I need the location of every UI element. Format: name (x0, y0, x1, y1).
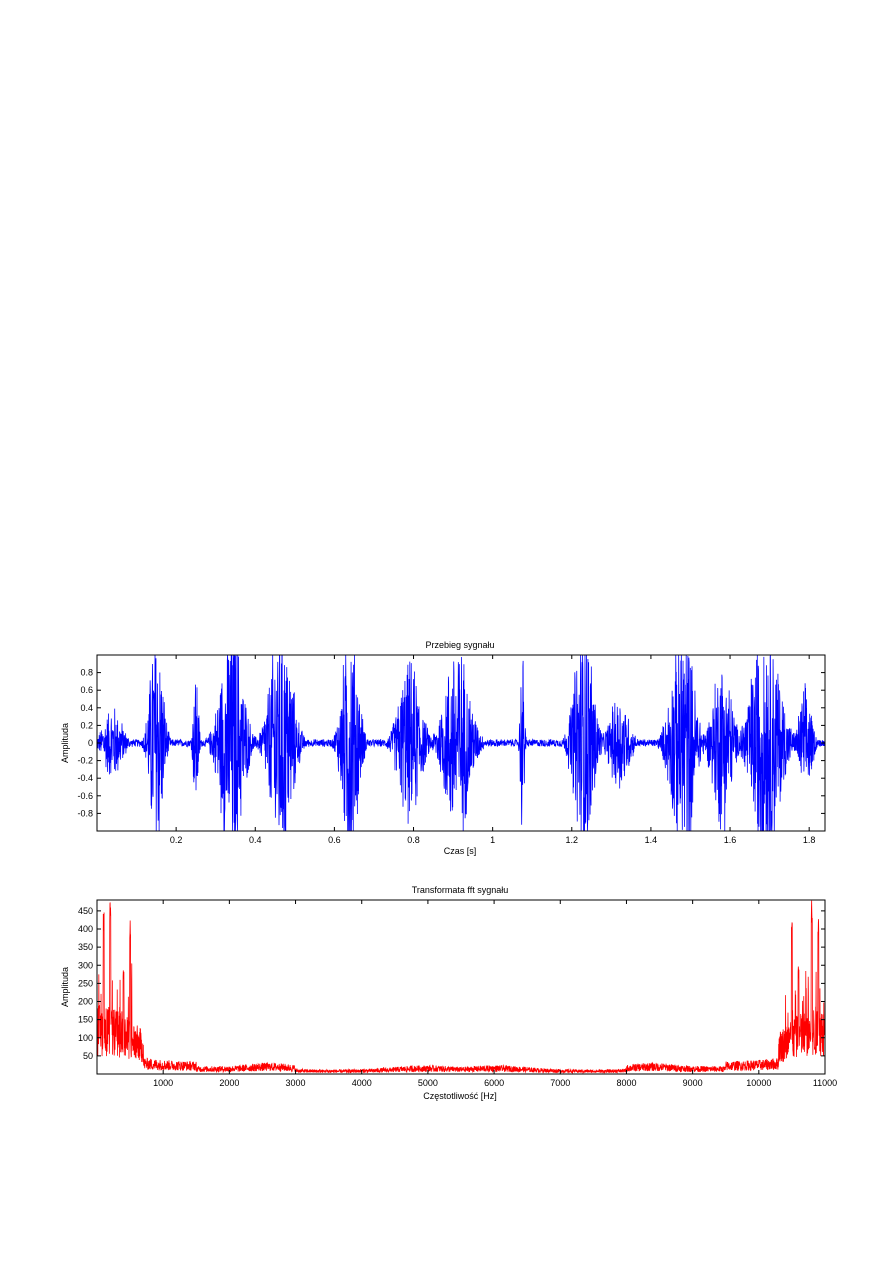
fft-line (96, 900, 826, 1075)
signal-x-ticks: 0.2 0.4 0.6 0.8 1 1.2 1.4 1.6 1.8 (170, 655, 816, 845)
fft-series (96, 900, 826, 1075)
fft-x-tick-label: 7000 (550, 1078, 570, 1088)
signal-x-tick-label: 0.2 (170, 835, 183, 845)
signal-y-tick-label: -0.2 (77, 756, 93, 766)
signal-x-tick-label: 1.8 (803, 835, 816, 845)
signal-plot: Przebieg sygnału 0.2 0.4 0.6 0.8 1 1.2 1.4 1.6 1… (60, 640, 826, 856)
signal-y-tick-label: -0.8 (77, 808, 93, 818)
fft-x-tick-label: 9000 (683, 1078, 703, 1088)
signal-y-tick-label: 0.4 (80, 703, 93, 713)
fft-x-tick-label: 8000 (616, 1078, 636, 1088)
signal-y-ticks: 0.8 0.6 0.4 0.2 0 -0.2 -0.4 -0.6 -0.8 (77, 668, 825, 818)
fft-y-ticks: 450 400 350 300 250 200 150 100 50 (78, 906, 825, 1061)
fft-x-tick-label: 10000 (746, 1078, 771, 1088)
fft-plot-title: Transformata fft sygnału (412, 885, 509, 895)
fft-x-tick-label: 5000 (418, 1078, 438, 1088)
signal-y-tick-label: 0 (88, 738, 93, 748)
fft-x-tick-label: 3000 (286, 1078, 306, 1088)
fft-x-label: Częstotliwość [Hz] (423, 1091, 497, 1101)
signal-y-tick-label: -0.4 (77, 773, 93, 783)
signal-x-tick-label: 0.6 (328, 835, 341, 845)
fft-x-tick-label: 1000 (153, 1078, 173, 1088)
signal-x-tick-label: 1.2 (566, 835, 579, 845)
fft-x-ticks: 1000 2000 3000 4000 5000 6000 7000 8000 9000 1000… (153, 900, 837, 1088)
signal-x-tick-label: 1 (490, 835, 495, 845)
signal-x-label: Czas [s] (444, 846, 477, 856)
fft-x-tick-label: 6000 (484, 1078, 504, 1088)
fft-y-tick-label: 400 (78, 924, 93, 934)
fft-y-tick-label: 300 (78, 960, 93, 970)
signal-x-tick-label: 1.4 (645, 835, 658, 845)
fft-x-tick-label: 2000 (219, 1078, 239, 1088)
signal-x-tick-label: 0.8 (407, 835, 420, 845)
signal-y-tick-label: 0.6 (80, 685, 93, 695)
signal-x-tick-label: 0.4 (249, 835, 262, 845)
fft-y-label: Amplituda (60, 967, 70, 1007)
signal-y-tick-label: 0.8 (80, 668, 93, 678)
signal-line (96, 654, 826, 832)
fft-y-tick-label: 100 (78, 1033, 93, 1043)
signal-y-label: Amplituda (60, 723, 70, 763)
signal-series (96, 654, 826, 832)
fft-y-tick-label: 150 (78, 1015, 93, 1025)
fft-y-tick-label: 200 (78, 997, 93, 1007)
fft-x-tick-label: 4000 (352, 1078, 372, 1088)
signal-plot-title: Przebieg sygnału (425, 640, 494, 650)
fft-x-tick-label: 11000 (813, 1078, 837, 1088)
signal-y-tick-label: 0.2 (80, 720, 93, 730)
fft-y-tick-label: 250 (78, 978, 93, 988)
fft-plot-frame (96, 899, 826, 1075)
fft-plot: Transformata fft sygnału 1000 2000 3000 400… (60, 885, 837, 1101)
signal-y-tick-label: -0.6 (77, 791, 93, 801)
fft-y-tick-label: 50 (83, 1051, 93, 1061)
signal-x-tick-label: 1.6 (724, 835, 737, 845)
fft-y-tick-label: 350 (78, 942, 93, 952)
fft-y-tick-label: 450 (78, 906, 93, 916)
